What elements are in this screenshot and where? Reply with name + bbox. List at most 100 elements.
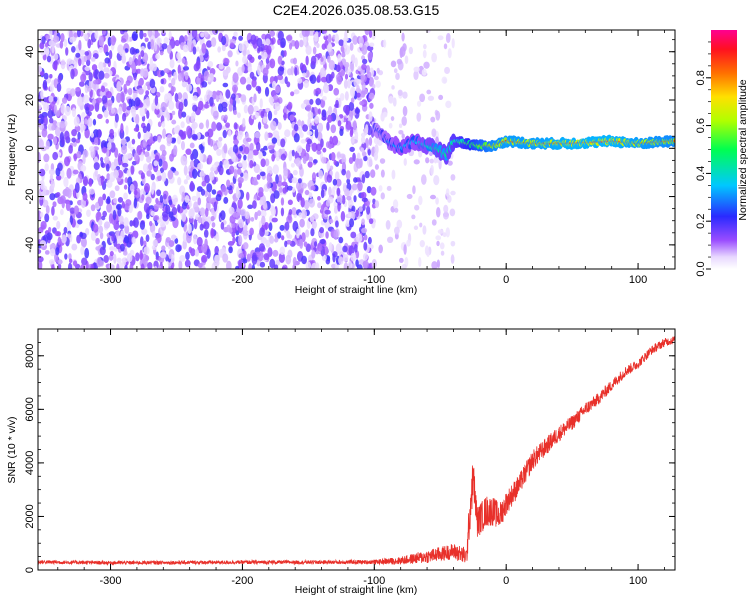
spectrogram-cell [157,174,162,182]
spectrogram-cell [204,131,210,137]
spectrogram-cell [288,42,293,50]
spectrogram-cell [231,93,236,101]
spectrogram-cell [243,229,248,240]
spectrogram-cell [71,46,76,53]
spectrogram-cell [309,98,314,105]
spectrogram-cell [282,187,287,194]
spectrogram-cell [99,246,106,256]
spectrogram-cell [300,209,307,219]
spectrogram-cell [226,260,232,269]
spectrogram-cell [300,103,306,110]
spectrogram-cell [232,236,236,244]
spectrogram-cell [98,219,103,226]
spectrogram-cell [308,192,313,199]
spectrogram-cell [357,181,363,192]
spectrogram-cell [98,35,103,47]
spectrogram-cell [258,187,264,195]
spectrogram-cell [329,136,333,145]
spectrogram-cell [334,171,340,181]
spectrogram-cell [351,87,356,98]
spectrogram-cell [285,254,292,265]
spectrogram-cell [445,227,450,238]
spectrogram-cell [413,66,420,73]
spectrogram-cell [236,168,242,175]
spectrogram-cell [145,196,152,205]
spectrogram-cell [44,213,50,223]
spectrogram-cell [38,131,41,137]
spectrogram-cell [174,92,179,103]
spectrogram-cell [338,236,344,244]
spectrogram-cell [350,136,355,145]
spectrogram-cell [55,247,60,256]
spectrogram-cell [90,56,96,62]
spectrogram-cell [435,110,441,121]
spectrogram-cell [336,76,343,85]
spectrogram-cell [239,208,247,217]
spectrogram-cell [159,194,164,204]
spectrogram-cell [317,122,324,133]
spectrogram-cell [63,38,68,48]
spectrogram-cell [291,177,298,184]
spectrogram-cell [87,104,94,112]
spectrogram-cell [223,196,229,204]
spectrogram-cell [147,262,153,269]
spectrogram-cell [237,176,244,184]
spectrogram-cell [386,185,392,192]
spectrogram-cell [326,160,331,172]
spectrogram-cell [49,117,54,124]
spectrogram-cell [90,204,96,212]
spectrogram-cell [38,139,44,149]
spectrogram-cell [266,172,272,183]
spectrogram-cell [315,87,322,95]
spectrogram-cell [268,145,275,150]
spectrogram-cell [48,226,52,233]
spectrogram-cell [148,162,153,171]
spectrogram-cell [79,96,84,106]
spectrogram-cell [134,97,141,107]
spectrogram-cell [177,177,182,186]
spectrogram-cell [155,170,162,177]
spectrogram-cell [64,105,71,117]
spectrogram-cell [276,74,284,81]
spectrogram-cell [45,140,50,150]
spectrogram-cell [120,243,125,252]
spectrogram-cell [367,236,372,245]
spectrogram-cell [244,211,250,220]
spectrogram-cell [159,222,166,228]
spectrogram-cell [242,55,248,64]
spectrogram-cell [49,248,56,257]
spectrogram-cell [206,183,213,193]
spectrogram-cell [341,194,346,205]
spectrogram-cell [161,171,167,182]
spectrogram-cell [177,204,181,213]
spectrogram-cell [158,158,163,167]
spectrogram-cell [378,244,383,254]
spectrogram-cell [246,84,252,91]
spectrogram-cell [305,55,309,66]
spectrogram-cell [278,252,286,264]
spectrogram-cell [144,182,151,193]
spectrogram-cell [187,30,191,36]
spectrogram-cell [161,149,167,157]
spectrogram-cell [197,100,204,111]
spectrogram-cell [402,105,408,117]
spectrogram-cell [143,84,147,92]
spectrogram-cell [246,253,251,262]
spectrogram-cell [181,57,186,64]
spectrogram-cell [122,112,127,122]
spectrogram-cell [324,221,331,229]
spectrogram-cell [292,256,297,267]
spectrogram-cell [230,151,236,162]
spectrogram-cell [326,256,331,262]
spectrogram-cell [171,119,177,125]
spectrogram-cell [311,172,317,182]
spectrogram-cell [398,129,404,135]
spectrogram-cell [141,228,148,235]
spectrogram-cell [263,253,270,261]
spectrogram-cell [320,57,324,62]
spectrogram-cell [71,129,77,137]
spectrogram-cell [189,180,194,191]
spectrogram-cell [184,195,190,203]
spectrogram-cell [341,155,347,165]
spectrogram-cell [311,249,316,259]
